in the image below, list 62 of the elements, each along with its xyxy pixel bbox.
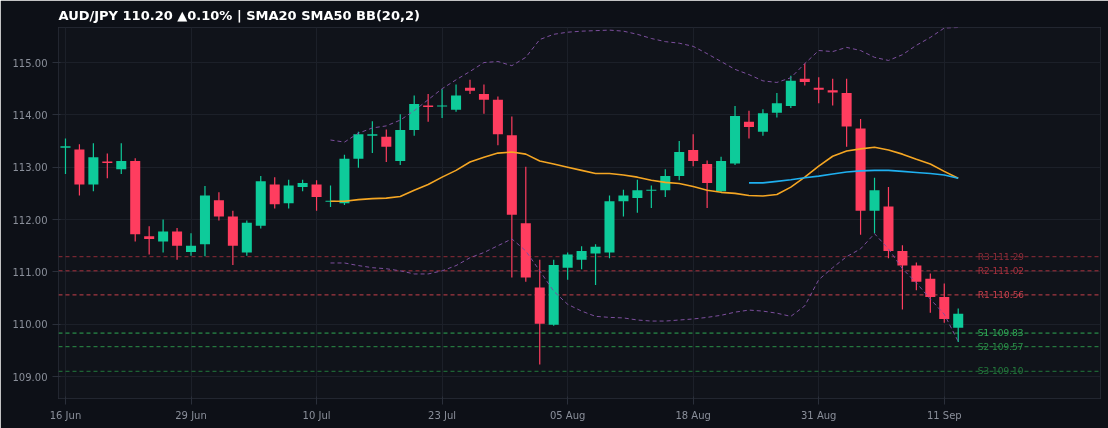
ref-line-label: R3 111.29 — [977, 251, 1025, 262]
x-tick-label: 18 Aug — [675, 409, 711, 421]
candlestick — [283, 179, 294, 210]
y-tick-label: 114.00 — [12, 109, 48, 121]
candlestick — [311, 179, 322, 212]
candlestick — [437, 88, 448, 119]
x-tick-label: 11 Sep — [926, 409, 962, 421]
y-tick-label: 113.00 — [12, 162, 48, 174]
ref-line-label: S3 109.10 — [977, 366, 1024, 377]
candlestick — [827, 78, 838, 107]
candlestick — [269, 176, 280, 210]
ref-line-label: R1 110.56 — [977, 289, 1025, 300]
candlestick — [367, 120, 378, 154]
y-tick-label: 110.00 — [12, 319, 48, 331]
x-tick-label: 05 Aug — [549, 409, 586, 421]
candlestick — [562, 251, 573, 281]
candlestick — [116, 142, 127, 175]
chart-title: AUD/JPY 110.20 ▲0.10% | SMA20 SMA50 BB(20,2) — [58, 7, 420, 23]
candlestick — [743, 110, 754, 140]
candlestick — [172, 227, 183, 261]
candlestick — [869, 177, 880, 234]
candlestick — [576, 245, 587, 270]
candlestick — [60, 137, 71, 175]
candlestick — [158, 218, 169, 254]
candlestick — [897, 244, 908, 311]
y-tick-label: 111.00 — [12, 266, 48, 278]
y-tick-label: 112.00 — [12, 214, 48, 226]
x-tick-label: 16 Jun — [49, 409, 82, 421]
candlestick — [478, 83, 489, 115]
candlestick — [381, 128, 392, 163]
candlestick — [771, 92, 782, 119]
candlestick — [451, 83, 462, 113]
candlestick — [464, 79, 476, 95]
candlestick — [423, 93, 434, 123]
candlestick — [102, 153, 113, 179]
ref-line-label: R2 111.02 — [977, 265, 1025, 276]
y-tick-label: 115.00 — [12, 57, 48, 69]
ref-line-label: S2 109.57 — [977, 341, 1024, 352]
candlestick — [799, 63, 810, 87]
candlestick — [702, 159, 713, 209]
candlestick — [618, 189, 629, 217]
candlestick — [213, 191, 224, 222]
candlestick — [911, 261, 922, 291]
candlestick — [757, 108, 768, 137]
candlestick — [646, 184, 657, 209]
x-tick-label: 10 Jul — [302, 409, 331, 421]
candlestick — [144, 225, 155, 256]
line-series — [330, 233, 959, 342]
candlestick — [953, 307, 964, 343]
ref-line-label: S1 109.83 — [977, 328, 1024, 339]
candlestick — [688, 133, 699, 167]
candlestick — [813, 76, 824, 104]
x-tick-label: 29 Jun — [175, 409, 207, 421]
candlestick — [939, 282, 950, 324]
candlestick — [186, 232, 197, 257]
candlestick — [632, 179, 643, 214]
y-tick-label: 109.00 — [12, 371, 48, 383]
line-series — [748, 169, 960, 184]
candlestick — [590, 243, 601, 286]
candlestick — [925, 272, 936, 314]
x-tick-label: 23 Jul — [428, 409, 457, 421]
x-tick-label: 31 Aug — [801, 409, 837, 421]
